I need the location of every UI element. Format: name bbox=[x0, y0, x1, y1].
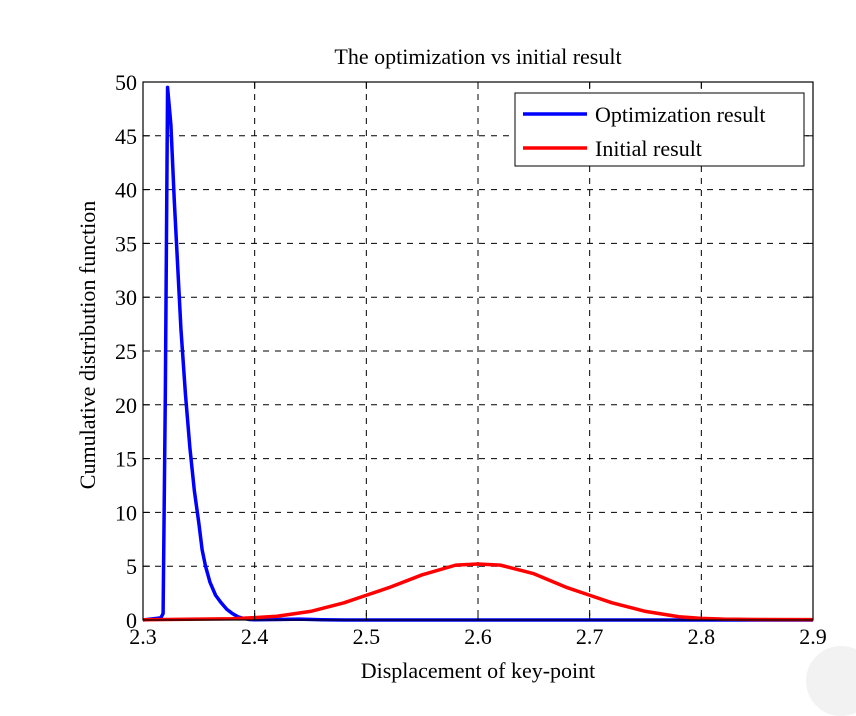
y-tick-label: 50 bbox=[115, 70, 137, 95]
series-line-initial bbox=[142, 562, 814, 622]
y-axis-label: Cumulative distribution function bbox=[75, 201, 100, 489]
legend-label-initial: Initial result bbox=[595, 136, 702, 161]
y-tick-label: 35 bbox=[115, 231, 137, 256]
legend-box bbox=[514, 92, 805, 167]
y-tick-label: 20 bbox=[115, 393, 137, 418]
x-tick-label: 2.8 bbox=[688, 624, 716, 649]
x-axis-label: Displacement of key-point bbox=[361, 658, 596, 683]
x-tick-label: 2.3 bbox=[129, 624, 157, 649]
y-tick-label: 0 bbox=[126, 608, 137, 633]
line-chart: 2.3 2.4 2.5 2.6 2.7 2.8 2.9 0 5 10 15 20 25 30 35 40 45 5… bbox=[75, 44, 827, 683]
y-tick-label: 5 bbox=[126, 554, 137, 579]
y-tick-label: 25 bbox=[115, 339, 137, 364]
x-tick-label: 2.4 bbox=[241, 624, 269, 649]
chart-container: 2.3 2.4 2.5 2.6 2.7 2.8 2.9 0 5 10 15 20 25 30 35 40 45 5… bbox=[75, 44, 856, 716]
x-tick-label: 2.6 bbox=[464, 624, 492, 649]
x-tick-label: 2.7 bbox=[576, 624, 604, 649]
legend-label-optimization: Optimization result bbox=[595, 102, 765, 127]
y-tick-label: 40 bbox=[115, 178, 137, 203]
y-tick-label: 45 bbox=[115, 124, 137, 149]
x-tick-label: 2.5 bbox=[353, 624, 381, 649]
y-tick-label: 30 bbox=[115, 285, 137, 310]
y-tick-label: 15 bbox=[115, 447, 137, 472]
x-tick-label: 2.9 bbox=[799, 624, 827, 649]
chart-title: The optimization vs initial result bbox=[334, 44, 621, 69]
y-tick-label: 10 bbox=[115, 500, 137, 525]
